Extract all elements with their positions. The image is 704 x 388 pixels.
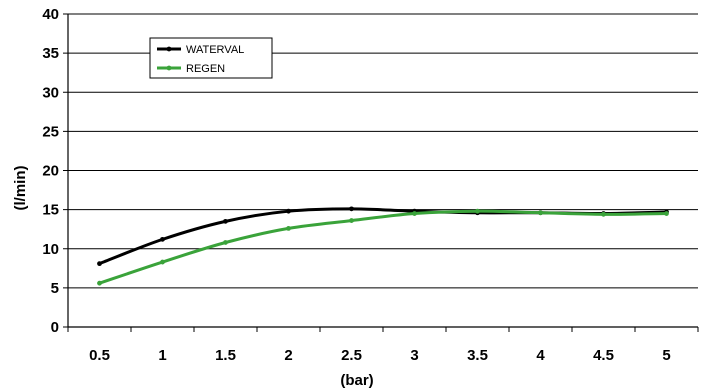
y-tick-label: 35 bbox=[42, 45, 59, 62]
x-tick-label: 2 bbox=[284, 347, 292, 364]
x-tick-label: 1.5 bbox=[215, 347, 236, 364]
data-point bbox=[286, 208, 291, 214]
data-point bbox=[160, 236, 165, 242]
x-tick-label: 4 bbox=[536, 347, 545, 364]
x-axis-title: (bar) bbox=[340, 372, 373, 388]
x-tick-label: 1 bbox=[158, 347, 166, 364]
y-tick-label: 10 bbox=[42, 241, 59, 258]
data-point bbox=[664, 211, 669, 216]
series-lines bbox=[97, 206, 669, 286]
data-point bbox=[601, 211, 606, 217]
y-tick-labels: 0 5 10 15 20 25 30 35 40 bbox=[42, 6, 68, 336]
data-point bbox=[412, 211, 417, 216]
data-point bbox=[97, 261, 102, 267]
legend-label: REGEN bbox=[186, 63, 225, 75]
data-point bbox=[349, 206, 354, 212]
x-tick-label: 3.5 bbox=[467, 347, 488, 364]
data-point bbox=[160, 259, 165, 265]
y-tick-label: 30 bbox=[42, 84, 59, 101]
x-tick-label: 5 bbox=[662, 347, 670, 364]
data-point bbox=[223, 218, 228, 224]
legend: WATERVAL REGEN bbox=[149, 37, 273, 79]
x-tick-label: 2.5 bbox=[341, 347, 362, 364]
x-tick-label: 3 bbox=[410, 347, 418, 364]
x-tick-label: 4.5 bbox=[593, 347, 614, 364]
y-tick-label: 0 bbox=[51, 319, 59, 336]
y-axis-title: (l/min) bbox=[12, 166, 29, 211]
x-tick-label: 0.5 bbox=[89, 347, 110, 364]
legend-marker bbox=[166, 65, 172, 71]
y-tick-label: 25 bbox=[42, 123, 59, 140]
data-point bbox=[538, 210, 543, 216]
y-tick-label: 5 bbox=[51, 280, 59, 297]
axes bbox=[67, 14, 698, 328]
legend-box bbox=[149, 37, 273, 79]
legend-marker bbox=[166, 46, 172, 52]
y-tick-label: 40 bbox=[42, 6, 59, 23]
series-line-regen bbox=[98, 209, 668, 285]
data-point bbox=[223, 240, 228, 245]
data-point bbox=[97, 280, 102, 286]
y-tick-label: 15 bbox=[42, 202, 59, 219]
data-point bbox=[286, 226, 291, 231]
data-point bbox=[349, 218, 354, 223]
x-tick-labels: 0.5 1 1.5 2 2.5 3 3.5 4 4.5 5 bbox=[67, 327, 699, 364]
legend-label: WATERVAL bbox=[186, 44, 244, 56]
data-point bbox=[475, 208, 480, 214]
y-tick-label: 20 bbox=[42, 163, 59, 180]
